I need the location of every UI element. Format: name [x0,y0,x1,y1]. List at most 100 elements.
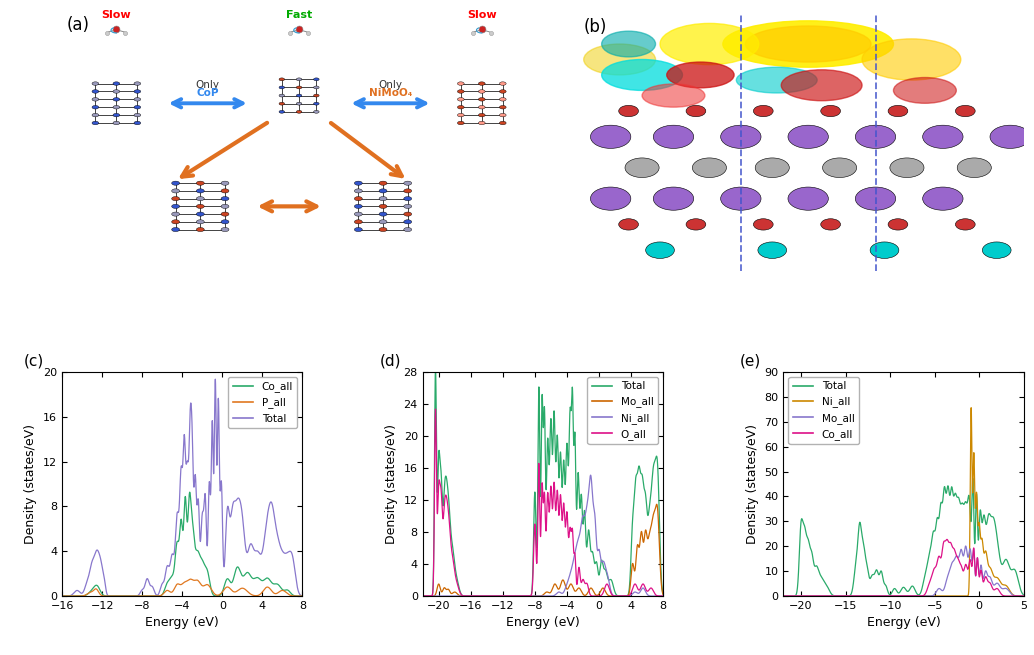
Circle shape [499,113,506,117]
Circle shape [113,90,120,93]
Text: Fast: Fast [286,10,312,20]
Circle shape [355,227,362,232]
Text: (e): (e) [740,353,761,368]
Circle shape [297,110,302,113]
Text: Only: Only [378,81,402,90]
Circle shape [479,82,485,85]
Circle shape [355,204,362,208]
Circle shape [721,125,761,149]
Circle shape [653,187,694,210]
Circle shape [221,181,229,185]
Circle shape [172,212,180,216]
Circle shape [888,105,908,117]
Circle shape [379,220,387,224]
Circle shape [113,82,120,85]
Circle shape [279,102,284,105]
Y-axis label: Density (states/eV): Density (states/eV) [385,424,398,544]
Text: Slow: Slow [101,10,131,20]
Circle shape [355,181,362,185]
Circle shape [590,125,631,149]
Circle shape [196,220,205,224]
Circle shape [457,98,464,101]
Y-axis label: Density (states/eV): Density (states/eV) [25,424,37,544]
Circle shape [221,227,229,232]
Circle shape [625,158,659,178]
Circle shape [313,86,320,89]
X-axis label: Energy (eV): Energy (eV) [866,616,940,629]
Circle shape [92,82,98,85]
Circle shape [172,220,180,224]
Circle shape [279,86,284,89]
Circle shape [499,105,506,109]
Circle shape [788,187,828,210]
Circle shape [457,105,464,109]
Circle shape [172,181,180,185]
Circle shape [134,82,141,85]
Text: (c): (c) [24,353,43,368]
Circle shape [479,121,485,124]
Text: NiMoO₄: NiMoO₄ [369,88,413,98]
Circle shape [758,242,787,259]
Circle shape [297,86,302,89]
Circle shape [92,90,98,93]
Circle shape [379,196,387,200]
Circle shape [379,204,387,208]
Circle shape [922,187,963,210]
Circle shape [297,102,302,105]
Ellipse shape [893,77,956,103]
Circle shape [92,105,98,109]
Ellipse shape [660,24,759,65]
Circle shape [403,220,412,224]
Circle shape [313,110,320,113]
Circle shape [479,105,485,109]
Circle shape [590,187,631,210]
Circle shape [888,219,908,230]
Circle shape [754,219,773,230]
Circle shape [279,78,284,81]
Circle shape [479,90,485,93]
Circle shape [92,98,98,101]
Circle shape [379,189,387,193]
Circle shape [279,94,284,97]
Circle shape [855,125,895,149]
Circle shape [403,196,412,200]
Circle shape [355,220,362,224]
Circle shape [871,242,899,259]
Circle shape [499,121,506,124]
Circle shape [922,125,963,149]
Text: Only: Only [195,81,219,90]
Circle shape [403,227,412,232]
Text: (b): (b) [584,18,607,36]
Ellipse shape [746,26,871,62]
Circle shape [755,158,789,178]
Circle shape [313,102,320,105]
Circle shape [134,113,141,117]
Circle shape [134,105,141,109]
Circle shape [821,105,841,117]
Circle shape [134,98,141,101]
X-axis label: Energy (eV): Energy (eV) [146,616,219,629]
Circle shape [172,204,180,208]
Circle shape [822,158,856,178]
Circle shape [113,98,120,101]
Ellipse shape [736,67,817,93]
Y-axis label: Density (states/eV): Density (states/eV) [746,424,759,544]
Circle shape [754,105,773,117]
Circle shape [618,219,638,230]
Circle shape [499,98,506,101]
Circle shape [457,113,464,117]
Ellipse shape [723,21,893,67]
Circle shape [313,94,320,97]
Legend: Total, Mo_all, Ni_all, O_all: Total, Mo_all, Ni_all, O_all [587,377,658,444]
Circle shape [172,189,180,193]
Circle shape [403,204,412,208]
Ellipse shape [782,70,862,101]
Circle shape [113,105,120,109]
Circle shape [687,219,706,230]
Circle shape [196,227,205,232]
Circle shape [457,90,464,93]
Circle shape [196,189,205,193]
Circle shape [134,121,141,124]
Circle shape [618,105,638,117]
Circle shape [221,196,229,200]
